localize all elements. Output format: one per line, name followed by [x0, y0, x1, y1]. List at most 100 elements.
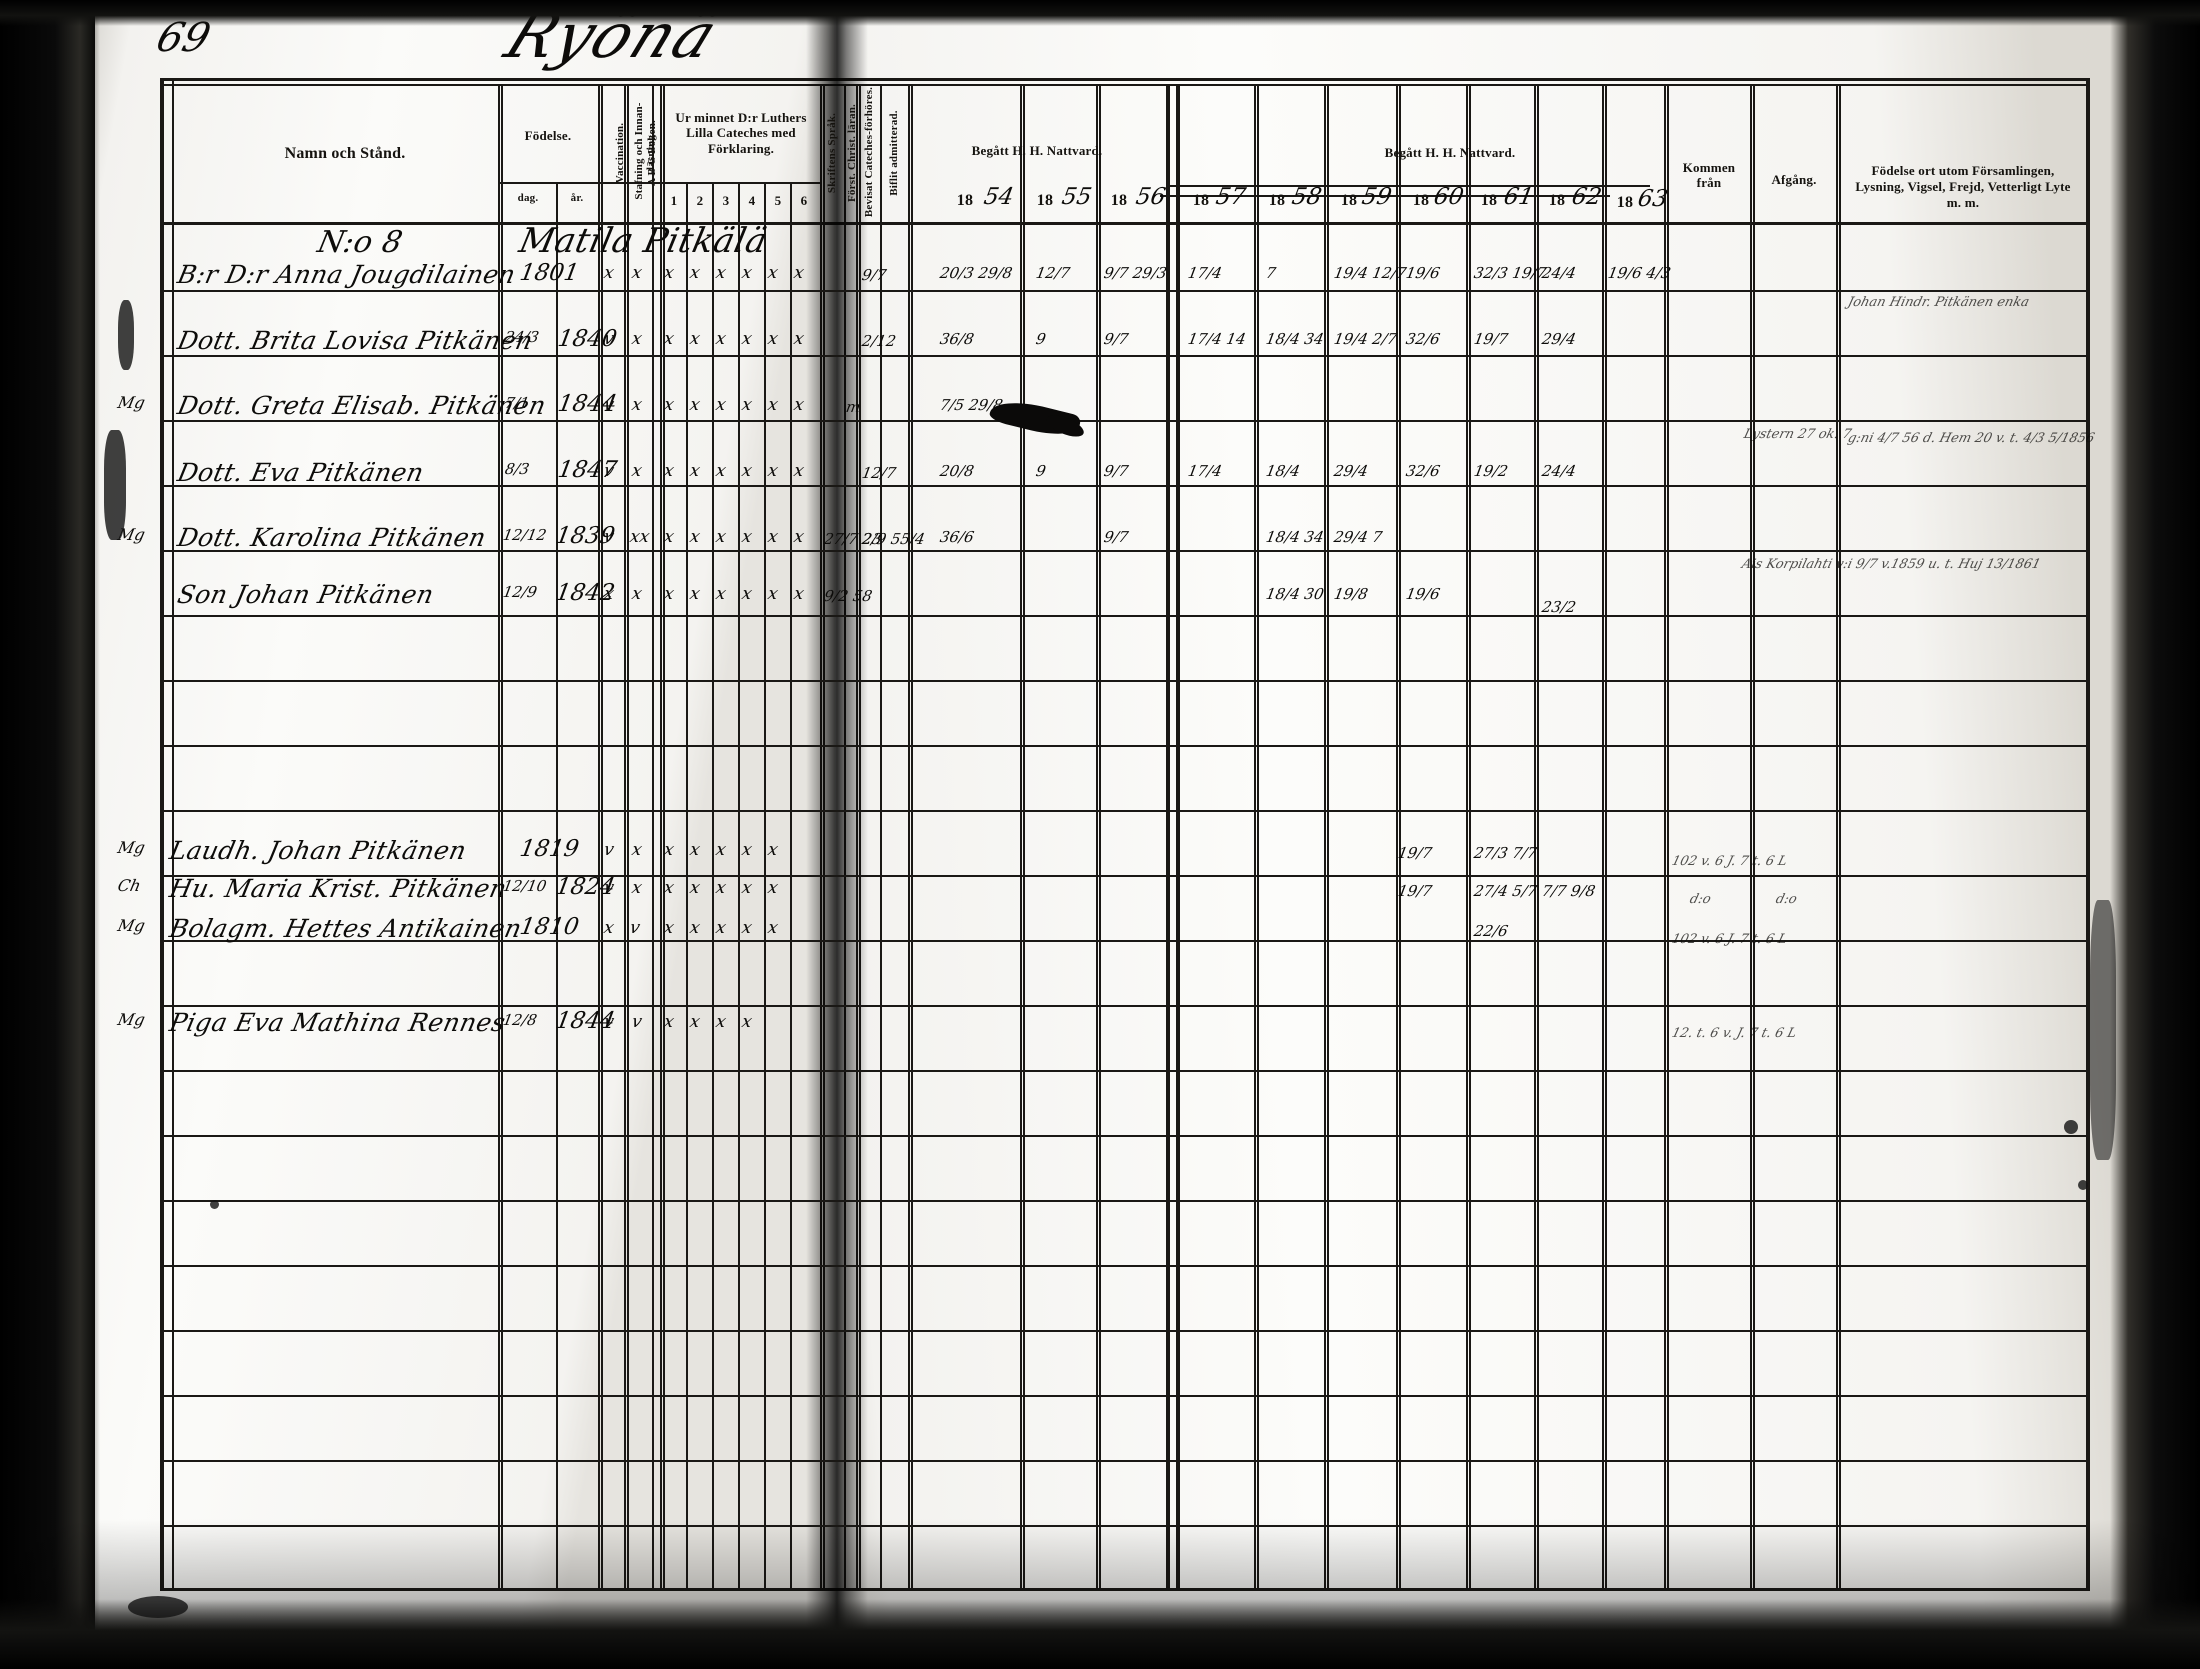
- header-birth-year: år.: [570, 192, 584, 204]
- year-rule-right: [1170, 185, 1650, 187]
- scan-speck: [210, 1200, 219, 1209]
- row-rule-16: [160, 1265, 2090, 1267]
- header-admitted: Biflit admitterad.: [888, 110, 900, 196]
- person-rank: Mg: [116, 838, 147, 857]
- rule-year-58-59: [1324, 84, 1329, 1588]
- person-first-christ: 12/7: [860, 464, 898, 482]
- scan-speck: [128, 1596, 188, 1618]
- person-proven: 2/9 55/4: [860, 530, 927, 548]
- person-communion-1860: 32/6: [1404, 330, 1442, 348]
- year-value-55: 55: [1059, 184, 1094, 210]
- person-birth-year: 1810: [517, 914, 581, 940]
- person-communion-1861: 19/7: [1472, 330, 1510, 348]
- row-rule-1: [160, 290, 2090, 292]
- catechism-num-3: 3: [722, 193, 730, 208]
- table-top-rule-2: [160, 84, 2090, 86]
- person-communion-1860: 19/6: [1404, 585, 1442, 603]
- person-communion-1859: 19/4 2/7: [1332, 330, 1399, 348]
- catechism-num-6: 6: [800, 193, 808, 208]
- rule-vaccination-spelling: [624, 84, 629, 1588]
- person-communion-1858: 18/4 34: [1264, 528, 1326, 546]
- person-communion-1854: 20/3 29/8: [938, 264, 1014, 282]
- person-rank: Mg: [116, 1010, 147, 1029]
- year-value-54: 54: [981, 184, 1016, 210]
- person-name: B:r D:r Anna Jougdilainen: [174, 260, 519, 289]
- rule-year-54-55: [1020, 84, 1025, 1588]
- person-remarks: Ais Korpilahti v:i 9/7 v.1859 u. t. Huj …: [1740, 557, 2043, 572]
- person-communion-1857: 17/4: [1186, 462, 1224, 480]
- rule-left-page-edge: [1166, 84, 1170, 1588]
- header-catechism: Ur minnet D:r Luthers Lilla Cateches med…: [675, 110, 807, 156]
- person-communion-1858: 7: [1264, 264, 1278, 282]
- scan-edge-top: [0, 0, 2200, 26]
- person-communion-1854: 36/8: [938, 330, 976, 348]
- rule-proven-admitted: [880, 84, 882, 1588]
- person-communion-1861: 27/4 5/7: [1472, 882, 1539, 900]
- header-bottom-rule: [160, 222, 2090, 225]
- person-name: Piga Eva Mathina Rennes: [166, 1008, 509, 1037]
- rule-firstchrist-proven: [856, 84, 861, 1588]
- person-birth-year: 1819: [517, 836, 581, 862]
- person-from: 12. t. 6 v. J. 7 t. 6 L: [1670, 1026, 1799, 1041]
- header-birth: Födelse.: [524, 128, 572, 143]
- header-name-stand: Namn och Stånd.: [284, 145, 406, 162]
- person-birth-day: 12/8: [501, 1011, 539, 1029]
- row-rule-7: [160, 680, 2090, 682]
- person-from: 102 v. 6 J. 7 t. 6 L: [1670, 932, 1789, 947]
- rule-year-60-61: [1466, 84, 1471, 1588]
- person-communion-1854: 20/8: [938, 462, 976, 480]
- person-rank: Ch: [116, 876, 143, 895]
- row-rule-11: [160, 940, 2090, 942]
- year-value-59: 59: [1359, 184, 1394, 210]
- row-rule-3: [160, 420, 2090, 422]
- rule-year-57-58: [1254, 84, 1259, 1588]
- year-value-63: 63: [1635, 186, 1670, 212]
- rule-left-border: [160, 78, 164, 1588]
- row-rule-9: [160, 810, 2090, 812]
- row-rule-18: [160, 1395, 2090, 1397]
- rule-birth-vaccination: [598, 84, 603, 1588]
- table-top-rule: [160, 78, 2090, 81]
- catechism-number-rule: [660, 182, 820, 184]
- rule-name-birth: [498, 84, 503, 1588]
- person-communion-1856: 9/7: [1102, 330, 1130, 348]
- person-communion-1862: 23/2: [1540, 598, 1578, 616]
- person-communion-1861: 32/3 19/7: [1472, 264, 1548, 282]
- person-name: Bolagm. Hettes Antikainen: [166, 914, 525, 943]
- book-page-left: [95, 0, 835, 1669]
- row-rule-4: [160, 485, 2090, 487]
- person-birth-day: 12/12: [501, 526, 548, 544]
- year-prefix-55: 18: [1036, 192, 1054, 209]
- year-value-56: 56: [1133, 184, 1168, 210]
- year-prefix-57: 18: [1192, 192, 1210, 209]
- year-prefix-59: 18: [1340, 192, 1358, 209]
- person-communion-1859: 19/4 12/7: [1332, 264, 1408, 282]
- person-first-christ: 9/2 58: [822, 587, 874, 605]
- person-communion-1860: 32/6: [1404, 462, 1442, 480]
- year-rule-left: [1160, 195, 1610, 197]
- header-kommen-fran-1: Kommen från: [1682, 160, 1736, 191]
- row-rule-13: [160, 1070, 2090, 1072]
- scan-speck: [2078, 1180, 2088, 1190]
- person-communion-1860: 19/6: [1404, 264, 1442, 282]
- person-communion-1855: 36/6: [938, 528, 976, 546]
- person-name: Hu. Maria Krist. Pitkänen: [166, 874, 510, 903]
- scan-speck: [104, 430, 126, 540]
- catechism-num-4: 4: [748, 193, 756, 208]
- person-communion-1861: 27/3 7/7: [1472, 844, 1539, 862]
- year-prefix-62: 18: [1548, 192, 1566, 209]
- book-page-right: [835, 0, 2145, 1669]
- row-rule-17: [160, 1330, 2090, 1332]
- person-first-christ: m: [844, 398, 862, 416]
- rule-year-55-56: [1096, 84, 1101, 1588]
- person-birth-day: 12/10: [501, 877, 548, 895]
- year-value-58: 58: [1289, 184, 1324, 210]
- rule-departure-remarks: [1836, 84, 1841, 1588]
- catechism-num-2: 2: [696, 193, 704, 208]
- person-rank: Mg: [116, 393, 147, 412]
- rule-catechism-scripture: [820, 84, 825, 1588]
- rule-year-59-60: [1396, 84, 1401, 1588]
- person-first-christ: 2/12: [860, 332, 898, 350]
- person-communion-1862: 7/7 9/8: [1540, 882, 1597, 900]
